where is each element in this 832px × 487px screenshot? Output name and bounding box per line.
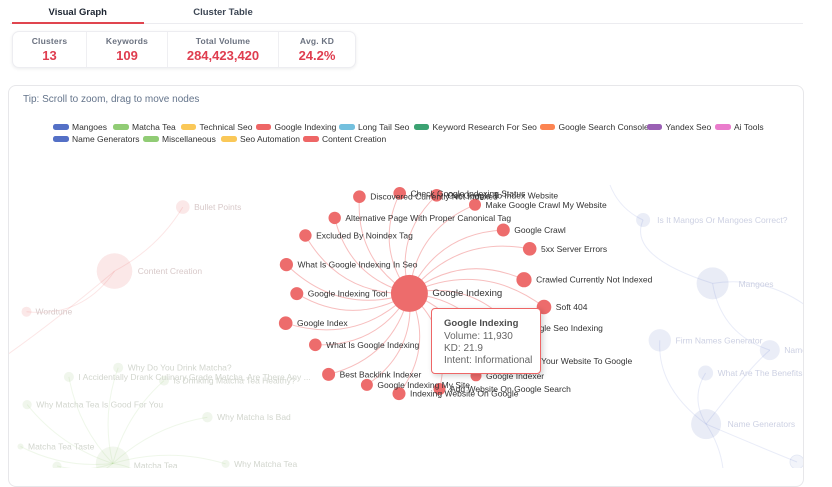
svg-text:5xx Server Errors: 5xx Server Errors [541,244,607,254]
svg-text:Discovered Currently Not Index: Discovered Currently Not Indexed [370,192,498,202]
svg-text:Why Matcha Tea Is Good For You: Why Matcha Tea Is Good For You [36,400,163,410]
svg-text:Name Generator Online: Name Generator Online [784,345,803,355]
svg-text:Google Index: Google Index [297,318,348,328]
svg-text:Google Indexing: Google Indexing [432,288,502,299]
svg-text:Bullet Points: Bullet Points [194,202,241,212]
svg-text:Add Website On Google Search: Add Website On Google Search [450,384,571,394]
svg-text:Content Creation: Content Creation [138,266,203,276]
svg-text:Google Seo Indexing: Google Seo Indexing [524,323,604,333]
svg-text:Why Matcha Is Bad: Why Matcha Is Bad [217,412,291,422]
svg-text:Firm Names Generator: Firm Names Generator [676,335,763,345]
svg-text:Make Google Crawl My Website: Make Google Crawl My Website [486,200,608,210]
svg-text:Excluded By Noindex Tag: Excluded By Noindex Tag [316,231,413,241]
svg-text:Alternative Page With Proper C: Alternative Page With Proper Canonical T… [345,213,511,223]
svg-text:Google Indexing My Site: Google Indexing My Site [377,380,470,390]
svg-text:Wordtune: Wordtune [36,307,73,317]
svg-text:What Is Google Indexing In Seo: What Is Google Indexing In Seo [298,260,418,270]
svg-text:Google Indexer: Google Indexer [486,371,544,381]
svg-text:Google Indexing Tool: Google Indexing Tool [308,289,388,299]
svg-text:Is It Mangos Or Mangoes Correc: Is It Mangos Or Mangoes Correct? [657,215,788,225]
svg-text:Google Crawl: Google Crawl [514,225,566,235]
svg-text:Why Matcha Tea: Why Matcha Tea [234,459,297,468]
svg-text:Name Generators: Name Generators [728,419,796,429]
svg-text:Mangoes: Mangoes [739,279,774,289]
svg-text:Get Google To Index Website: Get Google To Index Website [447,190,558,200]
svg-text:What Are The Benefits Of Names: What Are The Benefits Of Names [718,368,804,378]
svg-text:Soft 404: Soft 404 [556,302,588,312]
svg-text:Indexing Website On Google: Indexing Website On Google [410,389,519,399]
svg-text:Check Google Indexing Status: Check Google Indexing Status [411,188,526,198]
svg-text:Is Drinking Matcha Tea Healthy: Is Drinking Matcha Tea Healthy? [174,376,296,386]
svg-text:Submit Your Website To Google: Submit Your Website To Google [513,356,633,366]
svg-text:Why Do You Drink Matcha?: Why Do You Drink Matcha? [128,363,232,373]
svg-text:What Is Google Indexing: What Is Google Indexing [326,340,419,350]
svg-text:Matcha Tea Taste: Matcha Tea Taste [28,442,95,452]
svg-text:Matcha Tea: Matcha Tea [134,461,178,469]
svg-text:I Accidentally Drank Culinary: I Accidentally Drank Culinary Grade Matc… [78,372,310,382]
svg-text:Best Backlink Indexer: Best Backlink Indexer [340,369,422,379]
svg-text:Crawled Currently Not Indexed: Crawled Currently Not Indexed [536,275,652,285]
